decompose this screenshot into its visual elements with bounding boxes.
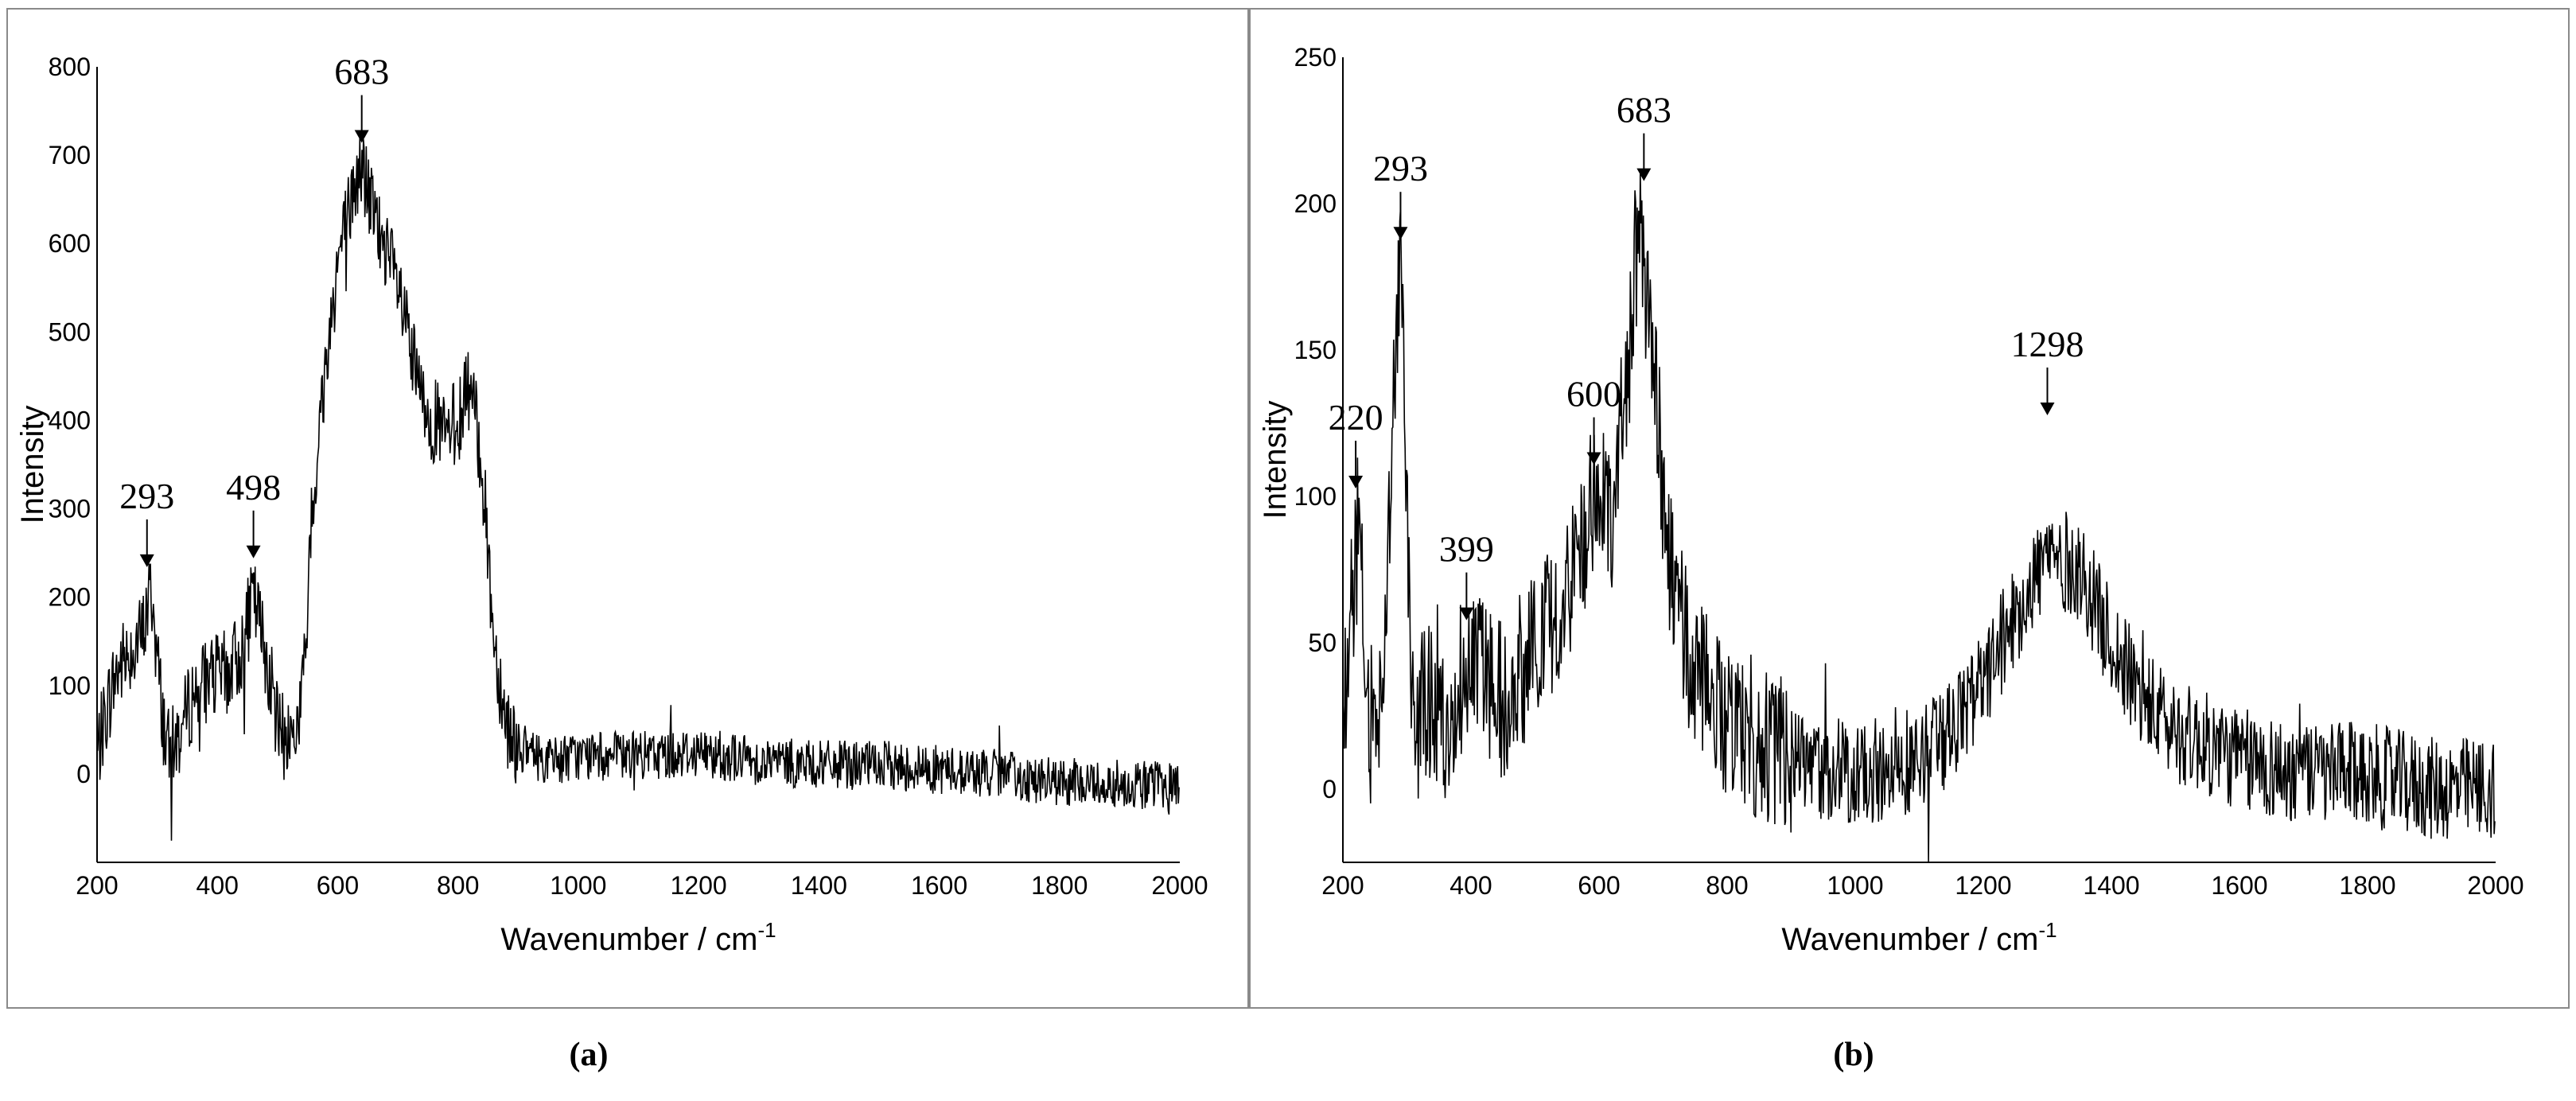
chart-b-peak-label: 293 xyxy=(1373,148,1428,189)
chart-a-x-tick-label: 1200 xyxy=(671,871,727,900)
chart-b-x-tick-label: 600 xyxy=(1578,871,1620,900)
caption-b: (b) xyxy=(1833,1037,1874,1073)
chart-b-x-tick-label: 1200 xyxy=(1955,871,2011,900)
chart-b-peak-arrowhead xyxy=(1459,607,1474,621)
chart-b-y-tick-label: 200 xyxy=(1294,189,1337,218)
chart-b-x-tick-label: 1600 xyxy=(2211,871,2267,900)
chart-b-peak-label: 600 xyxy=(1566,374,1621,414)
chart-b-x-tick-label: 800 xyxy=(1706,871,1748,900)
caption-a: (a) xyxy=(569,1037,609,1073)
chart-a-peak-label: 293 xyxy=(119,476,174,516)
chart-panel-b: 200 400 600 800 1000 1200 1400 1600 1800 2000 0 50 1… xyxy=(1249,8,2570,1009)
chart-a-y-axis-title: Intensity xyxy=(15,406,50,524)
chart-a-x-tick-label: 800 xyxy=(437,871,479,900)
chart-b-x-tick-label: 200 xyxy=(1321,871,1364,900)
chart-a-x-tick-label: 1800 xyxy=(1031,871,1088,900)
chart-b-peak-arrowhead xyxy=(1393,227,1408,240)
chart-b-x-tick-label: 1400 xyxy=(2083,871,2139,900)
chart-b-y-tick-label: 250 xyxy=(1294,43,1337,72)
chart-a-y-tick-label: 600 xyxy=(49,229,91,258)
chart-b-peak-arrowhead xyxy=(1636,168,1652,181)
chart-a-peak-label: 683 xyxy=(334,52,389,92)
chart-b-x-tick-label: 2000 xyxy=(2467,871,2523,900)
chart-a-spectrum-line xyxy=(96,136,1180,841)
chart-b-x-tick-label: 1000 xyxy=(1827,871,1883,900)
chart-b-peak-arrowhead xyxy=(2040,403,2055,415)
chart-b-x-axis-title: Wavenumber / cm-1 xyxy=(1781,918,2057,957)
chart-b-y-tick-label: 100 xyxy=(1294,482,1337,511)
chart-b-x-tick-label: 400 xyxy=(1449,871,1492,900)
chart-b-x-axis-title-text: Wavenumber / cm xyxy=(1781,922,2038,957)
chart-a-x-tick-label: 1400 xyxy=(791,871,847,900)
chart-a-y-tick-label: 100 xyxy=(49,671,91,700)
chart-a-x-tick-label: 200 xyxy=(76,871,118,900)
chart-a-x-tick-label: 1000 xyxy=(550,871,606,900)
chart-b-peak-label: 220 xyxy=(1329,397,1383,438)
chart-b-peak-arrowhead xyxy=(1348,476,1364,488)
chart-b-peak-label: 399 xyxy=(1439,529,1494,570)
chart-b-y-tick-label: 50 xyxy=(1308,628,1337,657)
chart-a-svg: 200 400 600 800 1000 1200 1400 1600 1800 2000 0 100… xyxy=(15,52,1208,957)
chart-a-x-axis-title-superscript: -1 xyxy=(757,918,776,942)
chart-a-peak-label: 498 xyxy=(226,467,281,508)
chart-a-x-axis-title: Wavenumber / cm-1 xyxy=(500,918,776,957)
chart-a-peak-arrowhead xyxy=(246,545,261,558)
chart-a-y-tick-label: 200 xyxy=(49,583,91,612)
chart-a-x-tick-label: 400 xyxy=(197,871,239,900)
chart-panel-a: 200 400 600 800 1000 1200 1400 1600 1800 2000 0 100… xyxy=(6,8,1249,1009)
chart-b-x-axis-title-superscript: -1 xyxy=(2038,918,2057,942)
chart-b-peak-arrowhead xyxy=(1586,452,1601,465)
chart-b-y-tick-label: 0 xyxy=(1322,775,1337,803)
chart-b-peak-label: 683 xyxy=(1617,90,1671,130)
chart-a-x-tick-label: 600 xyxy=(317,871,359,900)
chart-a-y-tick-label: 500 xyxy=(49,317,91,346)
chart-b-y-tick-label: 150 xyxy=(1294,336,1337,364)
chart-a-peak-arrowhead xyxy=(139,554,154,567)
chart-b-svg: 200 400 600 800 1000 1200 1400 1600 1800 2000 0 50 1… xyxy=(1258,43,2524,957)
chart-a-y-tick-label: 0 xyxy=(76,760,91,788)
chart-a-x-axis-title-text: Wavenumber / cm xyxy=(500,922,757,957)
chart-a-peak-arrowhead xyxy=(354,130,369,143)
chart-a-x-tick-label: 2000 xyxy=(1151,871,1208,900)
chart-b-peak-label: 1298 xyxy=(2011,324,2084,364)
chart-b-y-axis-title: Intensity xyxy=(1258,401,1293,519)
chart-a-y-tick-label: 400 xyxy=(49,406,91,434)
chart-a-y-tick-label: 800 xyxy=(49,53,91,81)
chart-b-x-tick-label: 1800 xyxy=(2339,871,2395,900)
chart-a-y-tick-label: 300 xyxy=(49,495,91,523)
chart-b-spectrum-line xyxy=(1342,173,2496,863)
chart-a-y-tick-label: 700 xyxy=(49,141,91,169)
chart-a-x-tick-label: 1600 xyxy=(911,871,967,900)
